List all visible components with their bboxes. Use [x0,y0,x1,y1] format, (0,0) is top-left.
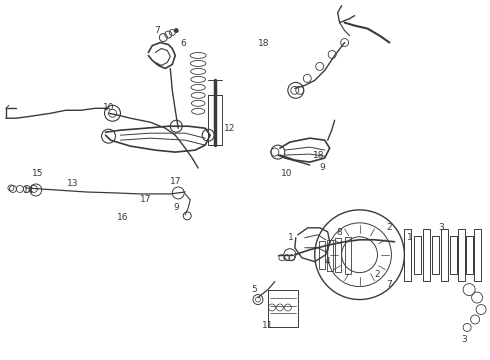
Text: 5: 5 [251,285,257,294]
Text: 2: 2 [375,270,380,279]
Bar [318,241,325,269]
Bar [208,95,222,145]
Text: 18: 18 [313,150,324,159]
Bar [466,236,473,274]
Bar [474,229,481,280]
Bar [327,240,333,271]
Text: 2: 2 [387,223,392,232]
Text: 3: 3 [439,223,444,232]
Bar [423,229,430,280]
Text: 16: 16 [117,213,128,222]
Text: 12: 12 [224,124,236,133]
Text: 8: 8 [337,228,343,237]
Text: 10: 10 [281,168,293,177]
Bar [432,236,439,274]
Text: 3: 3 [461,335,467,344]
Text: 4: 4 [325,257,330,266]
Text: 15: 15 [32,168,44,177]
Text: 9: 9 [173,203,179,212]
Text: 14: 14 [23,186,34,195]
Bar [404,229,411,280]
Bar [458,229,465,280]
Text: 7: 7 [154,26,160,35]
Text: 17: 17 [170,177,181,186]
Circle shape [174,28,178,32]
Text: 18: 18 [258,39,270,48]
Bar [450,236,457,274]
Bar [414,236,421,274]
Text: 13: 13 [67,180,78,189]
Text: 1: 1 [407,233,412,242]
Text: 10: 10 [103,103,114,112]
Bar [344,237,350,274]
Text: 11: 11 [262,321,273,330]
Bar [441,229,448,280]
Text: 6: 6 [180,39,186,48]
Text: 1: 1 [288,233,294,242]
Bar [268,289,298,328]
Text: 17: 17 [140,195,151,204]
Text: 7: 7 [387,280,392,289]
Text: 9: 9 [320,163,325,172]
Bar [335,238,341,272]
